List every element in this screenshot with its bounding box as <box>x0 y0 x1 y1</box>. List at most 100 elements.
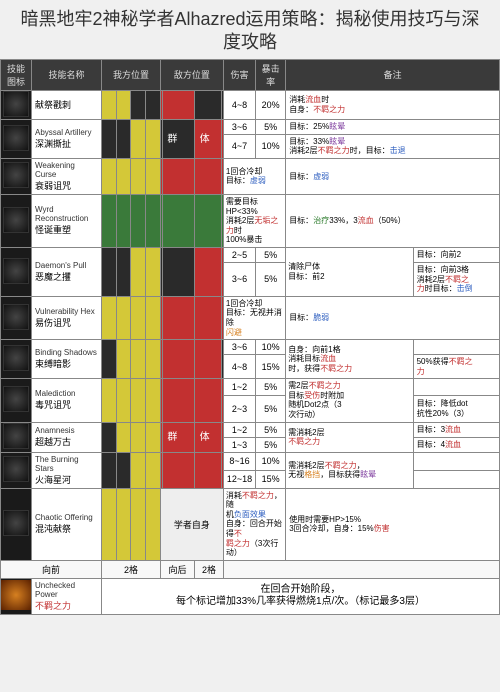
note2: 50%获得不羁之力 <box>413 355 499 379</box>
pos-sq <box>116 119 131 158</box>
dmg-text: 1回合冷却目标：虚弱 <box>223 158 285 194</box>
pos-sq <box>146 90 161 119</box>
crit: 5% <box>256 379 286 396</box>
dmg: 4~8 <box>223 90 255 119</box>
pos-sq <box>131 90 146 119</box>
skill-icon <box>3 510 29 536</box>
skill-icon-cell <box>1 158 32 194</box>
dmg-text: 1回合冷却目标：无视并消除闪避 <box>223 296 285 339</box>
crit: 10% <box>256 340 286 355</box>
skill-name: The Burning Stars火海星河 <box>32 452 102 488</box>
dmg2: 3~6 <box>223 262 255 296</box>
note1 <box>413 379 499 396</box>
pos-sq <box>102 158 117 194</box>
skill-icon <box>3 258 29 284</box>
skill-icon-cell <box>1 422 32 452</box>
pos-sq <box>131 452 146 488</box>
pos-sq <box>146 488 161 560</box>
skill-name: Weakening Curse衰弱诅咒 <box>32 158 102 194</box>
note1: 目标：25%眩晕 <box>286 119 500 134</box>
pos-sq: 群 <box>162 422 194 452</box>
skill-icon <box>3 207 29 233</box>
pos-sq <box>162 296 194 339</box>
skill-icon-cell <box>1 296 32 339</box>
note1: 目标：3流血 <box>413 422 499 437</box>
pos-sq <box>146 247 161 296</box>
note2 <box>413 470 499 488</box>
note1: 目标：向前2 <box>413 247 499 262</box>
mid-note: 自身：向前1格消耗目标流血时，获得不羁之力 <box>286 340 413 379</box>
pos-sq <box>162 379 194 422</box>
pos-sq <box>131 379 146 422</box>
pos-sq <box>195 194 222 247</box>
skill-icon <box>3 345 29 371</box>
mid-note: 需消耗2层不羁之力，无视格挡，目标获得眩晕 <box>286 452 413 488</box>
pos-sq <box>102 379 117 422</box>
pos-back: 向后 <box>160 560 194 578</box>
note1 <box>413 340 499 355</box>
pos-front: 向前 <box>1 560 102 578</box>
pos-sq <box>116 194 131 247</box>
skill-row: The Burning Stars火海星河8~1610%需消耗2层不羁之力，无视… <box>1 452 500 470</box>
pos-sq <box>102 296 117 339</box>
pos-sq <box>116 158 131 194</box>
crit2: 5% <box>256 437 286 452</box>
crit2: 15% <box>256 355 286 379</box>
skill-row: Malediction毒咒诅咒1~25%需2层不羁之力目标受伤时附加随机Dot2… <box>1 379 500 396</box>
crit: 5% <box>256 247 286 262</box>
pos-sq <box>195 158 222 194</box>
crit: 5% <box>256 119 286 134</box>
pos-cells2: 2格 <box>195 560 224 578</box>
pos-sq <box>195 379 222 422</box>
th-enemy-pos: 敌方位置 <box>160 59 223 90</box>
pos-sq <box>102 488 117 560</box>
pos-sq <box>131 296 146 339</box>
skill-name: 献祭戳刺 <box>32 90 102 119</box>
skill-row: Wyrd Reconstruction怪诞重塑需要目标HP<33%消耗2层无垢之… <box>1 194 500 247</box>
power-desc: 在回合开始阶段，每个标记增加33%几率获得燃烧1点/次。（标记最多3层） <box>102 578 500 614</box>
skill-table: 技能图标 技能名称 我方位置 敌方位置 伤害 暴击率 备注 献祭戳刺4~820%… <box>0 59 500 615</box>
pos-sq <box>146 119 161 158</box>
pos-sq <box>162 247 194 296</box>
skill-name: Malediction毒咒诅咒 <box>32 379 102 422</box>
pos-cells: 2格 <box>102 560 161 578</box>
skill-row: Weakening Curse衰弱诅咒1回合冷却目标：虚弱目标：虚弱 <box>1 158 500 194</box>
crit: 20% <box>256 90 286 119</box>
pos-sq <box>162 452 194 488</box>
mid-note: 需消耗2层不羁之力 <box>286 422 413 452</box>
pos-sq <box>131 488 146 560</box>
note1: 目标：治疗33%，3流血（50%） <box>286 194 500 247</box>
skill-row: Chaotic Offering混沌献祭学者自身消耗不羁之力，随机负面效果自身：… <box>1 488 500 560</box>
note1: 目标：脆弱 <box>286 296 500 339</box>
pos-sq <box>102 422 117 452</box>
dmg-text: 需要目标HP<33%消耗2层无垢之力时100%暴击 <box>223 194 285 247</box>
crit2: 5% <box>256 262 286 296</box>
pos-sq <box>131 340 146 379</box>
skill-name: Abyssal Artillery深渊撕扯 <box>32 119 102 158</box>
dmg-text: 消耗不羁之力，随机负面效果自身：回合开始得不羁之力（3次行动） <box>223 488 285 560</box>
pos-sq <box>116 452 131 488</box>
pos-sq <box>195 340 222 379</box>
fire-icon <box>1 580 31 610</box>
skill-name: Binding Shadows束缚暗影 <box>32 340 102 379</box>
note1 <box>413 452 499 470</box>
skill-icon-cell <box>1 194 32 247</box>
pos-sq <box>102 340 117 379</box>
th-self-pos: 我方位置 <box>102 59 161 90</box>
pos-sq <box>116 296 131 339</box>
note2: 目标：向前3格消耗2层不羁之力时目标：击倒 <box>413 262 499 296</box>
th-dmg: 伤害 <box>223 59 255 90</box>
skill-icon-cell <box>1 247 32 296</box>
pos-sq <box>102 194 117 247</box>
pos-sq <box>146 194 161 247</box>
crit: 5% <box>256 422 286 437</box>
skill-icon-cell <box>1 90 32 119</box>
pos-sq <box>195 452 222 488</box>
pos-sq <box>102 247 117 296</box>
mid-note: 清除尸体目标：前2 <box>286 247 413 296</box>
pos-sq <box>116 340 131 379</box>
pos-sq <box>116 90 131 119</box>
pos-sq <box>162 90 194 119</box>
dmg: 8~16 <box>223 452 255 470</box>
skill-name: Chaotic Offering混沌献祭 <box>32 488 102 560</box>
